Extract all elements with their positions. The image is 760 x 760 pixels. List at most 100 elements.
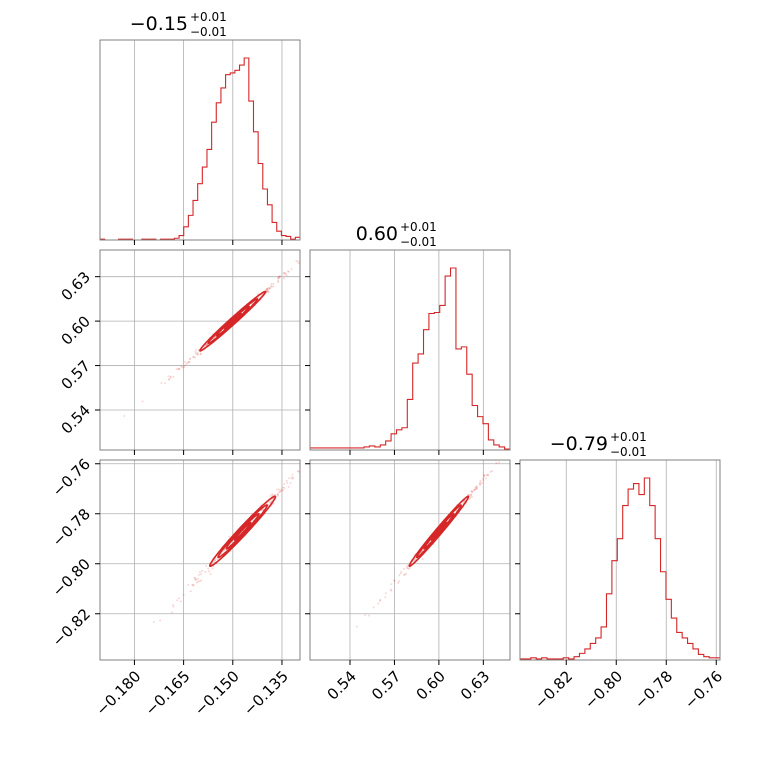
sample-point xyxy=(281,489,284,492)
panel-title-lower: −0.01 xyxy=(190,25,227,39)
sample-point xyxy=(290,476,293,479)
sample-point xyxy=(272,502,275,505)
sample-point xyxy=(277,488,280,491)
histogram-series xyxy=(310,267,510,450)
contour-levels xyxy=(199,290,267,352)
contour-line xyxy=(415,504,462,559)
sample-point xyxy=(192,583,195,586)
sample-point xyxy=(279,489,282,492)
sample-point xyxy=(504,452,506,454)
sample-point xyxy=(403,573,406,576)
sample-point xyxy=(179,600,182,603)
sample-point xyxy=(379,598,382,601)
sample-point xyxy=(272,282,275,285)
panel-frame xyxy=(309,459,511,661)
sample-point xyxy=(286,481,289,484)
sample-point xyxy=(479,483,482,486)
sample-point xyxy=(193,576,196,579)
sample-point xyxy=(379,599,382,602)
sample-point xyxy=(372,606,375,609)
sample-point xyxy=(208,570,211,573)
sample-point xyxy=(287,486,290,489)
sample-point xyxy=(188,360,191,363)
histogram-series xyxy=(520,477,720,660)
sample-point xyxy=(402,574,405,577)
sample-point xyxy=(476,486,479,489)
sample-point xyxy=(269,500,272,503)
scatter-panel-1-2: 0.54 0.57 0.60 0.63 xyxy=(305,451,511,704)
y-tick-label: 0.60 xyxy=(58,312,94,348)
contour-line xyxy=(223,312,242,330)
sample-point xyxy=(164,382,167,385)
sample-point xyxy=(489,470,492,473)
sample-point xyxy=(499,457,501,459)
sample-point xyxy=(159,619,162,622)
sample-point xyxy=(407,567,410,570)
sample-point xyxy=(468,493,471,496)
sample-point xyxy=(505,451,507,453)
sample-point xyxy=(266,287,269,290)
sample-point xyxy=(183,366,186,369)
sample-point xyxy=(283,273,286,276)
sample-point xyxy=(188,358,191,361)
sample-point xyxy=(277,276,280,279)
sample-point xyxy=(270,283,273,286)
sample-point xyxy=(279,490,282,493)
sample-point xyxy=(197,580,200,583)
panel-title-lower: −0.01 xyxy=(400,235,437,249)
sample-point xyxy=(278,276,281,279)
x-tick-label: −0.80 xyxy=(581,667,626,712)
sample-point xyxy=(377,602,380,605)
sample-point xyxy=(177,367,180,370)
sample-point xyxy=(487,474,490,477)
histogram-series xyxy=(100,57,300,240)
sample-point xyxy=(169,375,172,378)
y-tick-label: −0.80 xyxy=(49,555,94,600)
sample-point xyxy=(268,501,271,504)
sample-point xyxy=(176,599,179,602)
sample-point xyxy=(194,578,197,581)
sample-point xyxy=(408,567,411,570)
sample-point xyxy=(288,477,291,480)
sample-point xyxy=(185,362,188,365)
sample-point xyxy=(167,375,170,378)
x-tick-label: −0.82 xyxy=(531,667,576,712)
sample-point xyxy=(211,567,214,570)
sample-point xyxy=(469,496,472,499)
y-tick-label: 0.54 xyxy=(58,401,94,437)
sample-point xyxy=(471,491,474,494)
sample-point xyxy=(504,452,506,454)
sample-point xyxy=(277,276,280,279)
sample-point xyxy=(213,559,216,562)
sample-point xyxy=(282,486,285,489)
sample-point xyxy=(265,289,268,292)
sample-point xyxy=(286,270,289,273)
sample-point xyxy=(473,488,476,491)
sample-point xyxy=(199,573,202,576)
sample-point xyxy=(277,280,280,283)
scatter-panel-0-2: −0.180−0.165−0.150−0.135 −0.82 −0.80 −0.78 −… xyxy=(49,455,301,719)
sample-point xyxy=(475,487,478,490)
y-tick-label: −0.78 xyxy=(49,505,94,550)
sample-point xyxy=(172,605,175,608)
x-tick-label: −0.165 xyxy=(142,667,194,719)
sample-point xyxy=(177,368,180,371)
sample-point xyxy=(168,378,171,381)
sample-point xyxy=(474,486,477,489)
sample-point xyxy=(278,275,281,278)
sample-point xyxy=(295,259,298,262)
sample-point xyxy=(266,290,269,293)
contour-line xyxy=(217,504,269,559)
sample-point xyxy=(194,356,197,359)
sample-point xyxy=(283,482,286,485)
sample-point xyxy=(283,486,286,489)
sample-point xyxy=(289,481,292,484)
sample-point xyxy=(482,477,485,480)
sample-point xyxy=(282,271,285,274)
sample-point xyxy=(421,558,424,561)
sample-point xyxy=(497,461,500,464)
sample-point xyxy=(280,488,283,491)
sample-point xyxy=(495,462,498,465)
sample-point xyxy=(268,287,271,290)
sample-point xyxy=(479,479,482,482)
